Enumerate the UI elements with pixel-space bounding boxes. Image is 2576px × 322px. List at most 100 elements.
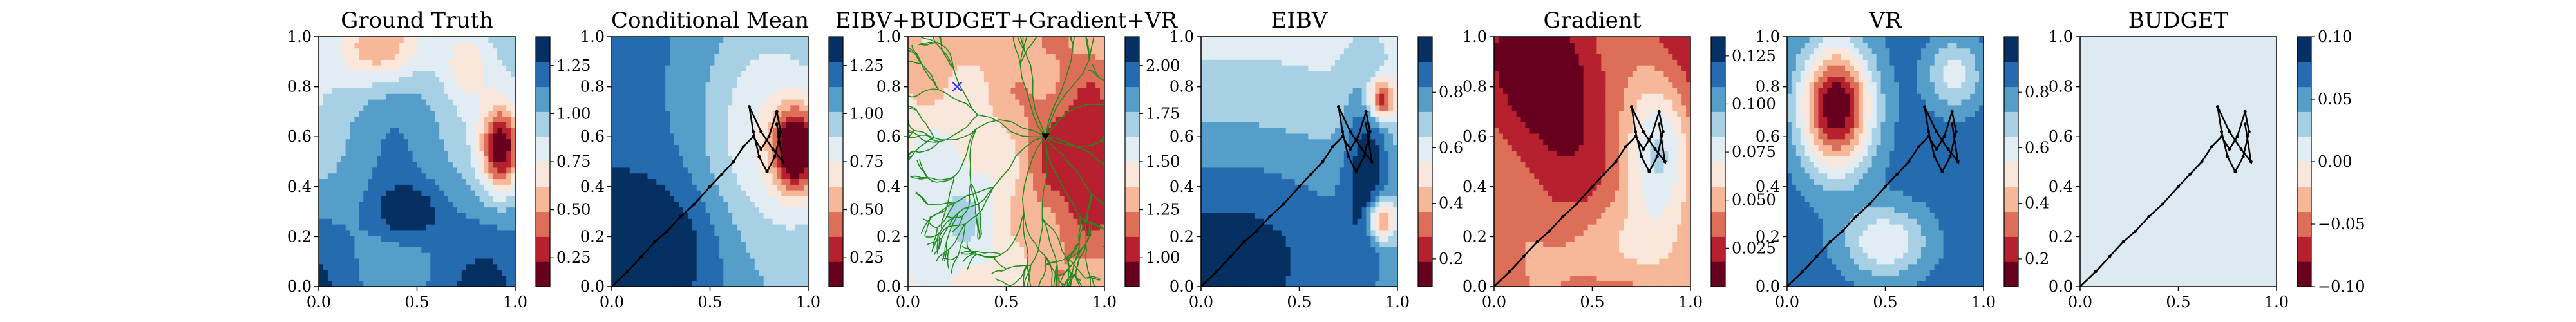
heatmap-cell xyxy=(390,88,395,94)
heatmap-cell xyxy=(354,173,359,180)
heatmap-cell xyxy=(323,247,328,253)
heatmap-cell xyxy=(394,167,400,174)
heatmap-cell xyxy=(745,195,751,202)
heatmap-cell xyxy=(786,207,791,213)
heatmap-cell xyxy=(511,258,515,265)
heatmap-cell xyxy=(341,53,346,60)
heatmap-cell xyxy=(332,59,337,66)
heatmap-cell xyxy=(359,133,364,140)
heatmap-cell xyxy=(421,37,426,43)
heatmap-cell xyxy=(916,150,922,156)
heatmap-cell xyxy=(665,122,670,128)
heatmap-cell xyxy=(790,150,795,156)
heatmap-cell xyxy=(768,122,773,128)
trajectory-point xyxy=(665,230,668,234)
heatmap-cell xyxy=(656,133,661,140)
heatmap-cell xyxy=(629,162,635,168)
heatmap-cell xyxy=(457,190,462,196)
heatmap-cell xyxy=(701,275,706,281)
heatmap-cell xyxy=(912,156,918,162)
heatmap-cell xyxy=(723,59,728,66)
heatmap-cell xyxy=(394,218,400,225)
heatmap-cell xyxy=(728,59,733,66)
heatmap-cell xyxy=(484,82,489,88)
heatmap-cell xyxy=(741,252,746,259)
heatmap-cell xyxy=(417,133,422,140)
heatmap-cell xyxy=(795,133,800,140)
heatmap-cell xyxy=(350,162,355,168)
heatmap-cell xyxy=(412,42,418,49)
heatmap-cell xyxy=(502,65,507,71)
heatmap-cell xyxy=(772,269,778,276)
heatmap-cell xyxy=(1006,144,1012,151)
heatmap-cell xyxy=(612,76,617,83)
heatmap-cell xyxy=(728,42,733,49)
heatmap-cell xyxy=(692,99,697,106)
heatmap-cell xyxy=(701,213,706,219)
heatmap-cell xyxy=(345,213,351,219)
heatmap-cell xyxy=(319,110,324,117)
heatmap-cell xyxy=(506,207,511,213)
heatmap-cell xyxy=(448,252,453,259)
heatmap-cell xyxy=(992,37,998,43)
heatmap-cell xyxy=(948,150,953,156)
heatmap-cell xyxy=(728,65,733,71)
heatmap-cell xyxy=(961,65,967,71)
heatmap-cell xyxy=(741,133,746,140)
heatmap-cell xyxy=(629,241,635,247)
heatmap-cell xyxy=(930,104,936,111)
heatmap-cell xyxy=(714,195,719,202)
heatmap-cell xyxy=(652,258,657,265)
heatmap-cell xyxy=(701,76,706,83)
heatmap-cell xyxy=(652,144,657,151)
heatmap-cell xyxy=(710,247,715,253)
heatmap-cell xyxy=(692,218,697,225)
heatmap-cell xyxy=(652,275,657,281)
heatmap-cell xyxy=(754,150,760,156)
heatmap-cell xyxy=(912,269,918,276)
heatmap-cell xyxy=(692,275,697,281)
heatmap-cell xyxy=(763,201,769,208)
heatmap-cell xyxy=(345,65,351,71)
heatmap-cell xyxy=(997,76,1003,83)
heatmap-cell xyxy=(493,252,498,259)
heatmap-cell xyxy=(997,156,1003,162)
heatmap-cell xyxy=(804,263,808,270)
heatmap-cell xyxy=(350,269,355,276)
heatmap-cell xyxy=(714,258,719,265)
heatmap-cell xyxy=(763,82,769,88)
heatmap-cell xyxy=(799,190,804,196)
heatmap-cell xyxy=(629,88,635,94)
heatmap-cell xyxy=(728,281,733,287)
heatmap-cell xyxy=(908,213,913,219)
heatmap-cell xyxy=(772,128,778,134)
heatmap-cell xyxy=(678,252,684,259)
heatmap-cell xyxy=(930,258,936,265)
heatmap-cell xyxy=(759,184,764,191)
heatmap-cell xyxy=(354,258,359,265)
heatmap-cell xyxy=(466,53,471,60)
heatmap-cell xyxy=(394,93,400,100)
heatmap-cell xyxy=(439,275,444,281)
heatmap-cell xyxy=(1001,70,1007,77)
heatmap-cell xyxy=(777,144,782,151)
heatmap-cell xyxy=(475,162,480,168)
heatmap-cell xyxy=(426,76,431,83)
heatmap-cell xyxy=(921,37,927,43)
heatmap-cell xyxy=(390,138,395,146)
heatmap-cell xyxy=(363,37,368,43)
heatmap-cell xyxy=(732,37,737,43)
heatmap-cell xyxy=(385,178,391,185)
heatmap-cell xyxy=(643,42,649,49)
heatmap-cell xyxy=(925,48,931,55)
heatmap-cell xyxy=(448,263,453,270)
heatmap-cell xyxy=(737,70,742,77)
heatmap-cell xyxy=(665,133,670,140)
heatmap-cell xyxy=(350,116,355,122)
heatmap-cell xyxy=(696,269,702,276)
heatmap-cell xyxy=(444,201,449,208)
heatmap-cell xyxy=(634,88,639,94)
heatmap-cell xyxy=(786,110,791,117)
heatmap-cell xyxy=(710,144,715,151)
heatmap-cell xyxy=(763,48,769,55)
